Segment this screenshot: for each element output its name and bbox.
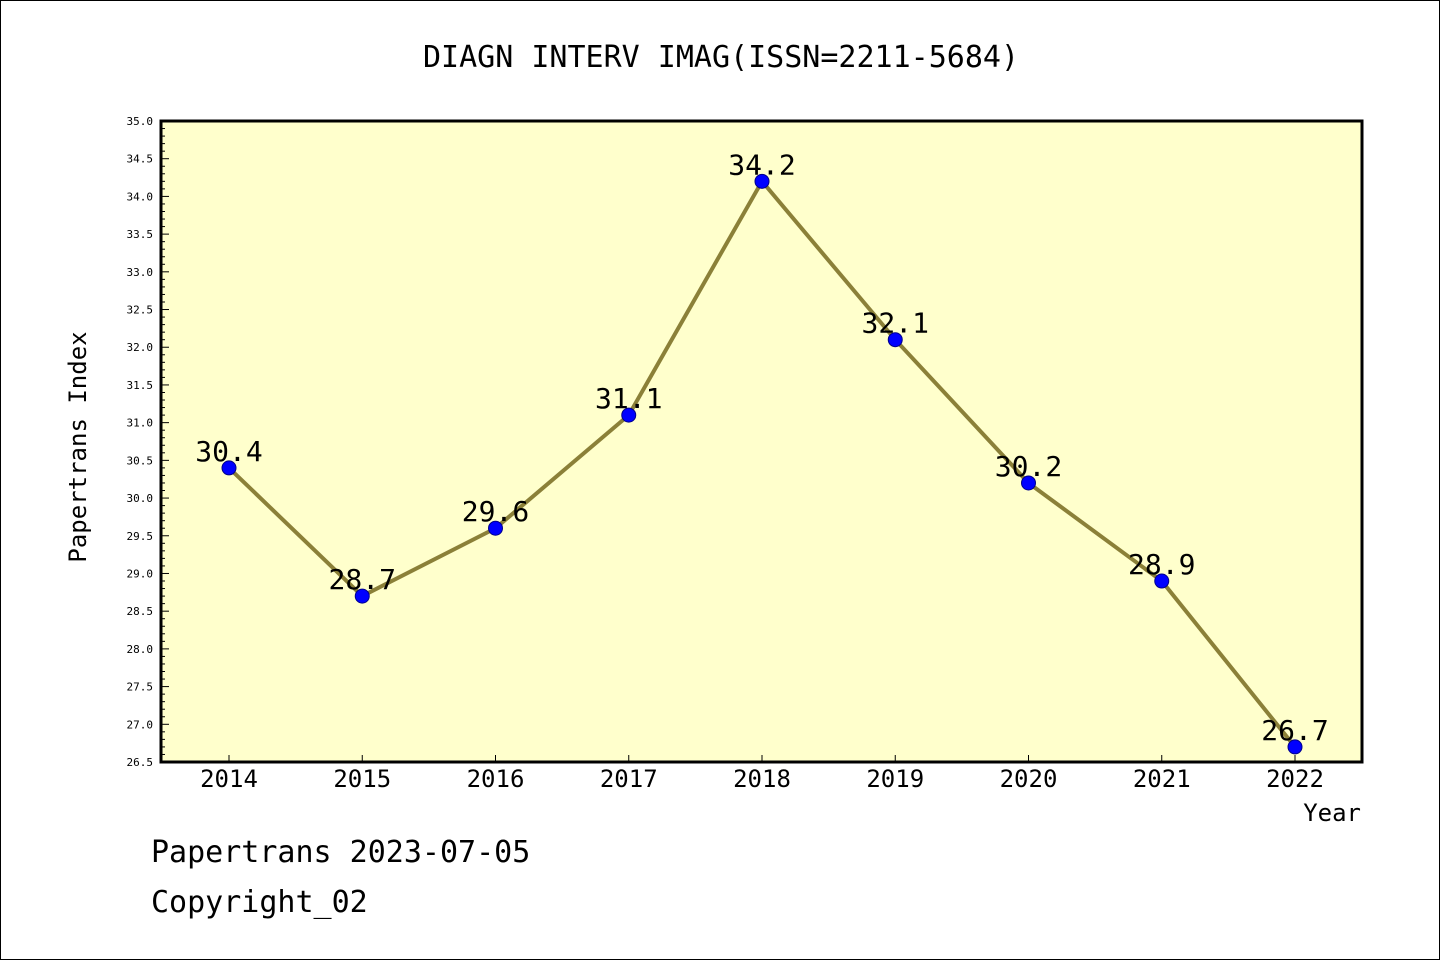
- footer-date-text: Papertrans 2023-07-05: [151, 835, 531, 870]
- y-tick-label: 32.0: [127, 341, 154, 354]
- data-label: 32.1: [862, 307, 929, 340]
- data-point-marker: [754, 173, 770, 189]
- series-layer: 30.4 28.7 29.6 31.1 34.2 32.1 30.2 28.9 26.7: [195, 148, 1329, 755]
- y-tick-label: 31.0: [127, 417, 154, 430]
- plot-area: [159, 119, 1364, 764]
- y-tick-label: 34.5: [127, 153, 154, 166]
- y-tick-label: 33.0: [127, 266, 154, 279]
- x-tick-label: 2015: [333, 765, 391, 793]
- y-tick-label: 34.0: [127, 190, 154, 203]
- x-tick-label: 2022: [1266, 765, 1324, 793]
- y-tick-label: 32.5: [127, 304, 154, 317]
- y-tick-label: 30.5: [127, 454, 154, 467]
- data-label: 26.7: [1261, 714, 1328, 747]
- x-tick-label: 2016: [467, 765, 525, 793]
- data-point-marker: [488, 520, 503, 536]
- x-tick-label: 2020: [1000, 765, 1058, 793]
- x-axis-label: Year: [1303, 799, 1361, 827]
- data-label: 34.2: [728, 148, 795, 181]
- data-label: 28.9: [1128, 548, 1195, 581]
- data-label: 30.4: [195, 435, 262, 468]
- y-tick-label: 30.0: [127, 492, 154, 505]
- y-tick-label: 27.5: [127, 681, 154, 694]
- data-label: 29.6: [462, 495, 529, 528]
- data-point-marker: [1287, 739, 1303, 755]
- x-tick-label: 2018: [733, 765, 791, 793]
- y-tick-label: 28.0: [127, 643, 154, 656]
- x-tick-label: 2017: [600, 765, 658, 793]
- footer-copyright-text: Copyright_02: [151, 885, 368, 920]
- x-axis: 2014 2015 2016 2017 2018 2019 2020 2021 2022: [200, 755, 1324, 793]
- chart-title: DIAGN INTERV IMAG(ISSN=2211-5684): [423, 40, 1019, 75]
- y-tick-label: 26.5: [127, 756, 154, 769]
- data-point-marker: [221, 460, 237, 476]
- data-point-marker: [887, 332, 903, 348]
- y-tick-label: 35.0: [127, 115, 154, 128]
- x-tick-label: 2019: [866, 765, 924, 793]
- y-tick-label: 29.5: [127, 530, 154, 543]
- data-label: 28.7: [329, 563, 396, 596]
- data-point-marker: [621, 407, 637, 423]
- y-tick-label: 27.0: [127, 718, 154, 731]
- y-axis-label: Papertrans Index: [64, 331, 92, 562]
- x-tick-label: 2021: [1133, 765, 1191, 793]
- y-tick-label: 33.5: [127, 228, 154, 241]
- data-label: 30.2: [995, 450, 1062, 483]
- data-label: 31.1: [595, 382, 662, 415]
- data-point-marker: [1021, 475, 1036, 491]
- y-tick-label: 31.5: [127, 379, 154, 392]
- x-tick-label: 2014: [200, 765, 258, 793]
- data-point-marker: [1154, 573, 1170, 589]
- y-axis: 26.5 27.0 27.5 28.0 28.5 29.0 29.5 30.0 30.5 31.0…: [127, 115, 169, 769]
- y-tick-label: 29.0: [127, 567, 154, 580]
- y-tick-label: 28.5: [127, 605, 154, 618]
- data-point-marker: [354, 588, 370, 604]
